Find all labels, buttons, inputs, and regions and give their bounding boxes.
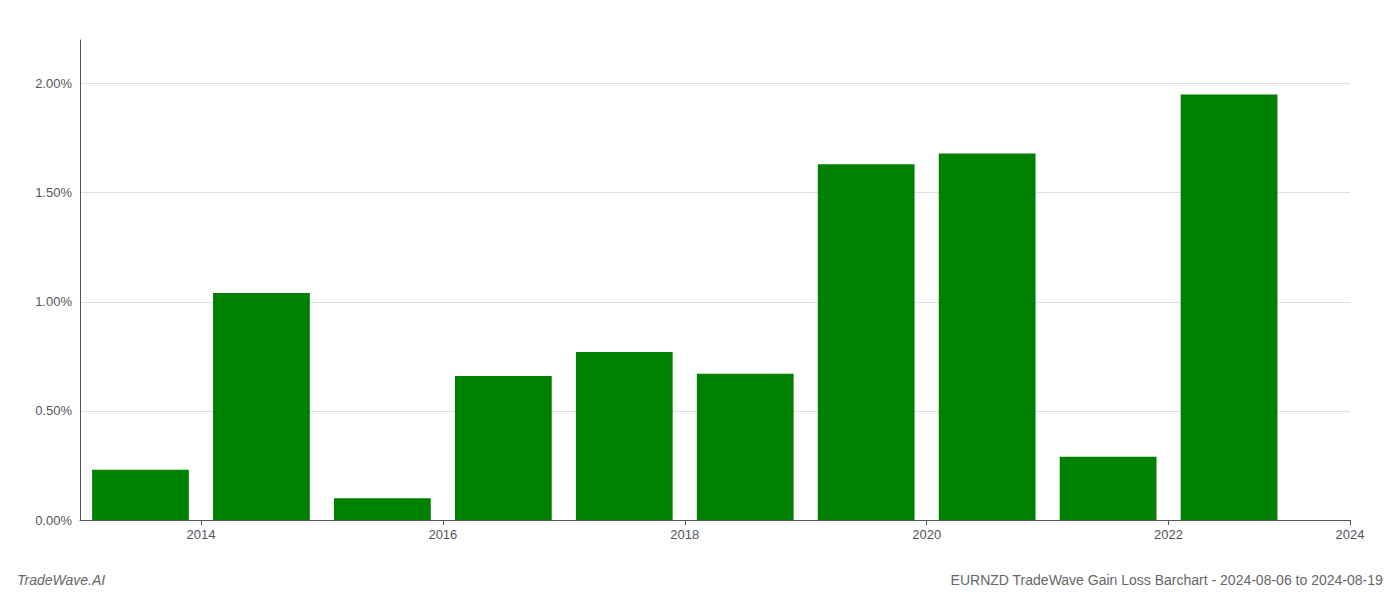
svg-text:1.50%: 1.50% <box>35 185 72 200</box>
svg-text:1.00%: 1.00% <box>35 294 72 309</box>
svg-text:2022: 2022 <box>1154 527 1183 542</box>
svg-text:2014: 2014 <box>186 527 215 542</box>
svg-text:0.50%: 0.50% <box>35 403 72 418</box>
svg-text:0.00%: 0.00% <box>35 513 72 528</box>
svg-text:2016: 2016 <box>428 527 457 542</box>
svg-text:EURNZD TradeWave Gain Loss Bar: EURNZD TradeWave Gain Loss Barchart - 20… <box>951 572 1383 588</box>
svg-text:TradeWave.AI: TradeWave.AI <box>17 572 105 588</box>
svg-text:2018: 2018 <box>670 527 699 542</box>
svg-text:2024: 2024 <box>1336 527 1365 542</box>
svg-text:2.00%: 2.00% <box>35 76 72 91</box>
svg-text:2020: 2020 <box>912 527 941 542</box>
